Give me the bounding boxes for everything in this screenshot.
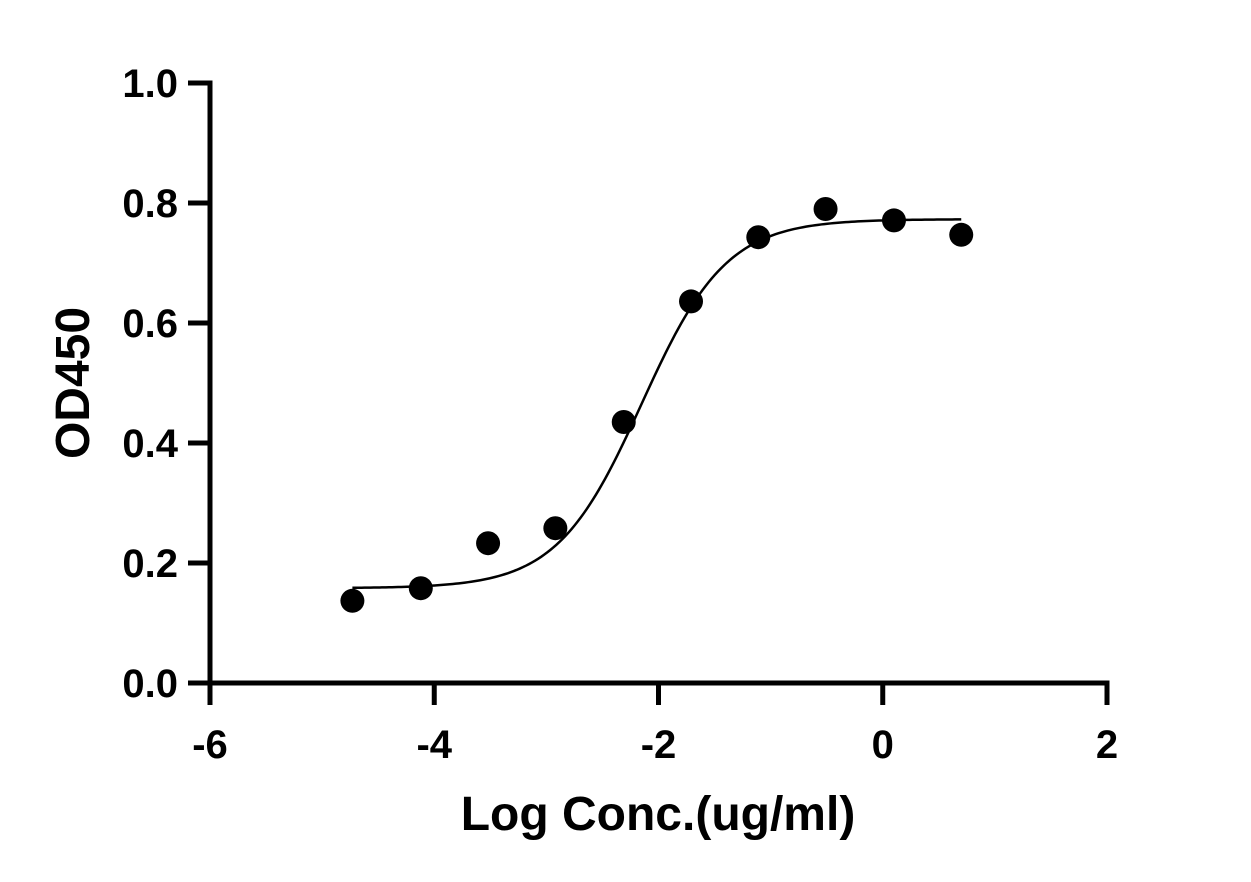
y-tick-label: 0.2 — [122, 542, 178, 586]
y-tick-label: 0.0 — [122, 662, 178, 706]
data-point — [543, 516, 568, 541]
data-point — [340, 588, 365, 613]
y-axis-title: OD450 — [47, 307, 100, 459]
x-tick-label: -2 — [641, 723, 677, 767]
axes-layer: 0.0 0.2 0.4 0.6 0.8 1.0 -6 -4 -2 0 2 — [122, 62, 1118, 767]
data-point — [679, 289, 704, 314]
fit-curve — [352, 218, 962, 590]
fit-curve-layer — [352, 218, 962, 590]
data-points-layer — [340, 197, 974, 613]
y-tick-label: 1.0 — [122, 62, 178, 106]
data-point — [949, 222, 974, 247]
data-point — [408, 576, 433, 601]
data-point — [611, 410, 636, 434]
y-tick-label: 0.6 — [122, 302, 178, 346]
data-point — [746, 225, 771, 250]
x-tick-label: 0 — [872, 723, 894, 767]
x-tick-label: -4 — [416, 723, 452, 767]
x-tick-label: 2 — [1096, 723, 1118, 767]
data-point — [476, 531, 501, 556]
x-tick-label: -6 — [192, 723, 228, 767]
data-point — [881, 208, 906, 233]
x-axis-title: Log Conc.(ug/ml) — [461, 788, 856, 841]
y-tick-label: 0.8 — [122, 182, 178, 226]
data-point — [813, 197, 838, 221]
y-tick-label: 0.4 — [122, 422, 178, 466]
